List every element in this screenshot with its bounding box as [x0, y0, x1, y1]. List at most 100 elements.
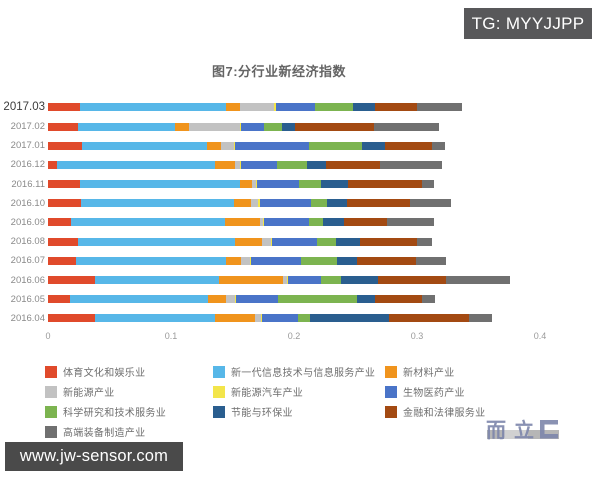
bar-segment — [377, 276, 447, 285]
bar-segment — [286, 276, 288, 285]
bar-segment — [94, 276, 219, 285]
bar-row — [48, 160, 442, 169]
bar-segment — [241, 160, 277, 169]
y-axis-label: 2016.10 — [10, 197, 45, 209]
bar-segment — [71, 218, 226, 227]
legend-swatch — [213, 385, 225, 398]
bar-segment — [239, 122, 242, 131]
bar-segment — [380, 160, 442, 169]
bar-segment — [249, 256, 251, 265]
legend-label: 新材料产业 — [403, 368, 455, 379]
bar-segment — [388, 314, 469, 323]
bar-segment — [48, 160, 57, 169]
bar-segment — [77, 122, 175, 131]
bar-segment — [225, 218, 260, 227]
legend-swatch — [385, 385, 397, 398]
bar-segment — [344, 218, 388, 227]
bar-segment — [254, 314, 261, 323]
legend-item: 新能源产业 — [45, 384, 115, 399]
bar-segment — [282, 276, 287, 285]
bar-segment — [56, 160, 216, 169]
bar-segment — [257, 180, 299, 189]
legend-label: 生物医药产业 — [403, 388, 465, 399]
legend-item: 高端装备制造产业 — [45, 424, 145, 439]
bar-row — [48, 237, 432, 246]
watermark-text: 而 — [486, 420, 506, 441]
bar-segment — [295, 122, 374, 131]
legend-label: 新能源汽车产业 — [231, 388, 304, 399]
legend-item: 新能源汽车产业 — [213, 384, 303, 399]
bar-segment — [81, 199, 234, 208]
legend-swatch — [45, 385, 57, 398]
bar-segment — [48, 141, 83, 150]
bar-segment — [48, 122, 78, 131]
watermark-logo: 而 立 — [486, 418, 559, 441]
bar-segment — [352, 103, 376, 112]
bar-segment — [340, 276, 378, 285]
legend-swatch — [385, 365, 397, 378]
bar-segment — [252, 180, 256, 189]
bar-segment — [271, 237, 318, 246]
y-axis-label: 2016.05 — [10, 293, 45, 305]
y-axis-label: 2016.08 — [10, 236, 45, 248]
bar-segment — [264, 122, 282, 131]
bar-segment — [218, 276, 283, 285]
bar-segment — [239, 180, 253, 189]
bar-segment — [48, 218, 72, 227]
legend-item: 生物医药产业 — [385, 384, 465, 399]
legend-item: 科学研究和技术服务业 — [45, 404, 166, 419]
bar-segment — [384, 141, 432, 150]
y-axis-label: 2017.02 — [10, 121, 45, 133]
bar-segment — [275, 103, 315, 112]
telegram-contact-text: TG: MYYJJPP — [471, 13, 585, 33]
bar-segment — [250, 199, 259, 208]
bar-segment — [468, 314, 492, 323]
bar-segment — [264, 218, 309, 227]
bar-segment — [421, 295, 436, 304]
bar-segment — [48, 103, 80, 112]
legend-label: 节能与环保业 — [231, 408, 293, 419]
bar-segment — [307, 160, 326, 169]
legend-item: 节能与环保业 — [213, 404, 293, 419]
bar-row — [48, 199, 452, 208]
bar-segment — [431, 141, 446, 150]
bar-segment — [309, 314, 389, 323]
bar-segment — [415, 256, 447, 265]
y-axis-label: 2016.06 — [10, 274, 45, 286]
bar-segment — [48, 256, 77, 265]
bar-segment — [325, 160, 381, 169]
bar-row — [48, 314, 492, 323]
bar-segment — [236, 295, 278, 304]
bar-segment — [79, 180, 240, 189]
watermark-bracket-glyph — [540, 420, 558, 439]
chart-title: 图7:分行业新经济指数 — [211, 64, 347, 79]
bar-row — [48, 122, 440, 131]
bar-segment — [308, 141, 362, 150]
bar-segment — [287, 276, 322, 285]
bar-segment — [48, 180, 80, 189]
bar-segment — [226, 295, 235, 304]
bar-segment — [255, 180, 258, 189]
legend-label: 高端装备制造产业 — [63, 428, 146, 439]
bar-segment — [298, 180, 321, 189]
bar-segment — [314, 103, 353, 112]
y-axis-label: 2016.11 — [11, 178, 45, 190]
bar-segment — [215, 160, 235, 169]
bar-segment — [421, 180, 435, 189]
bar-segment — [335, 237, 361, 246]
bar-row — [48, 218, 435, 227]
bar-segment — [234, 141, 309, 150]
bar-segment — [234, 295, 237, 304]
bar-segment — [274, 103, 276, 112]
bar-segment — [261, 314, 298, 323]
bar-segment — [241, 122, 265, 131]
bar-segment — [70, 295, 208, 304]
legend-label: 体育文化和娱乐业 — [63, 368, 146, 379]
y-axis-label: 2016.04 — [10, 312, 45, 324]
bar-segment — [260, 314, 262, 323]
y-axis-label: 2017.01 — [10, 140, 45, 152]
bar-segment — [174, 122, 190, 131]
legend-swatch — [45, 405, 57, 418]
bar-segment — [387, 218, 435, 227]
bar-segment — [301, 256, 337, 265]
